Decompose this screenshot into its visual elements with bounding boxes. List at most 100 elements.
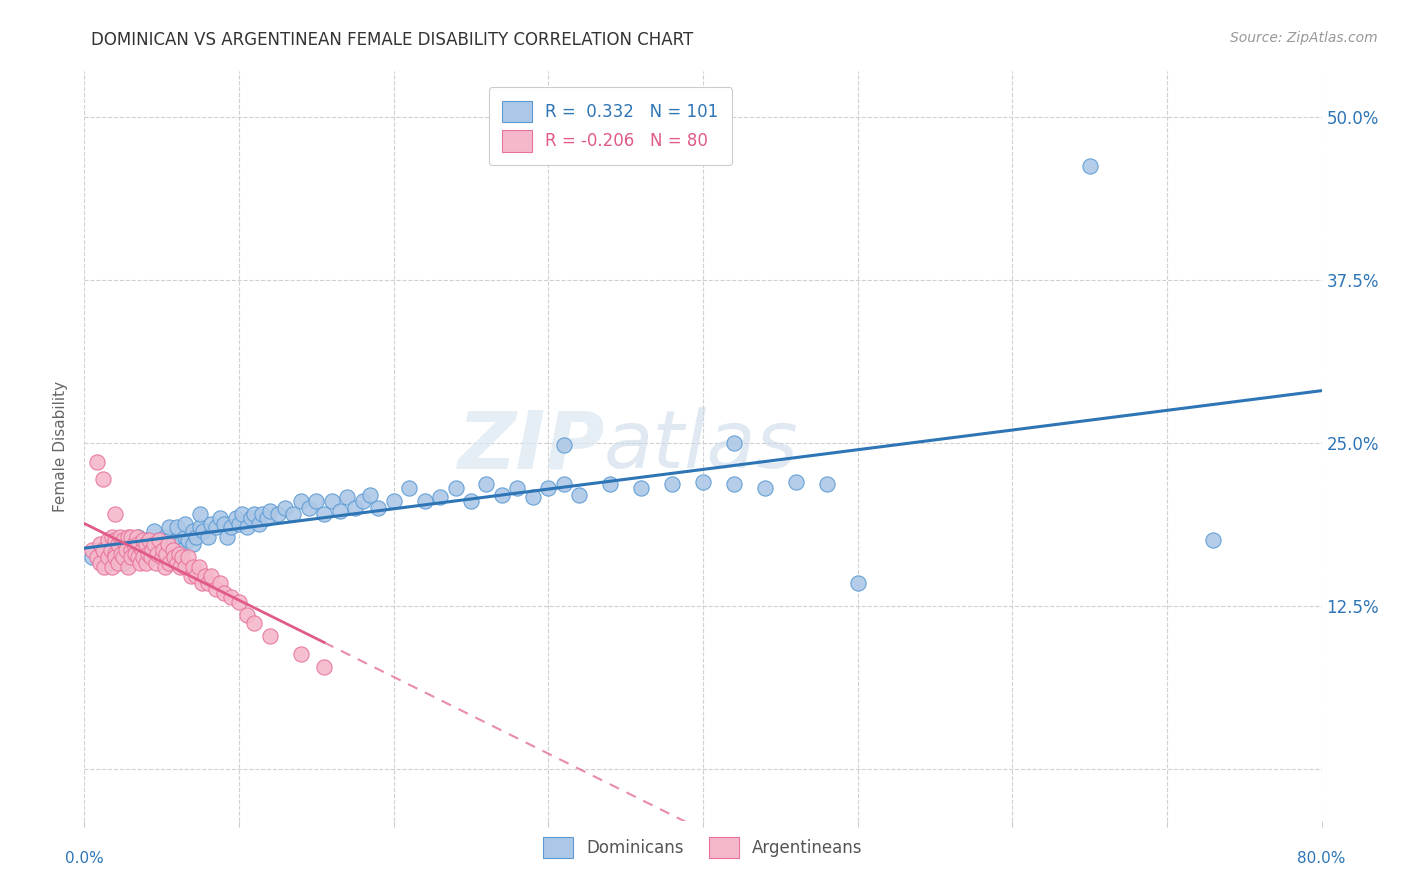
Point xyxy=(167,547,190,561)
Point xyxy=(91,472,114,486)
Point xyxy=(815,477,838,491)
Point xyxy=(200,516,222,531)
Point xyxy=(785,475,807,489)
Point xyxy=(132,533,155,548)
Point xyxy=(281,508,305,522)
Point xyxy=(127,550,149,565)
Point xyxy=(96,550,118,565)
Point xyxy=(166,533,188,548)
Point xyxy=(125,530,148,544)
Point xyxy=(312,508,335,522)
Point xyxy=(107,556,129,570)
Point xyxy=(104,547,127,561)
Point xyxy=(112,550,135,565)
Point xyxy=(163,547,186,561)
Point xyxy=(163,550,186,565)
Point xyxy=(96,556,118,570)
Point xyxy=(599,477,621,491)
Point xyxy=(107,540,129,554)
Point xyxy=(104,508,127,522)
Point xyxy=(131,550,153,565)
Point xyxy=(429,491,451,505)
Point xyxy=(212,516,235,531)
Point xyxy=(93,559,115,574)
Point xyxy=(138,533,160,548)
Point xyxy=(1202,533,1225,548)
Point xyxy=(101,530,124,544)
Point xyxy=(162,542,184,557)
Point xyxy=(127,537,149,551)
Point xyxy=(200,568,222,582)
Point xyxy=(110,547,132,561)
Point xyxy=(101,559,124,574)
Point xyxy=(122,537,145,551)
Point xyxy=(343,500,366,515)
Point xyxy=(240,511,263,525)
Point xyxy=(235,520,259,534)
Point xyxy=(219,590,242,604)
Legend: Dominicans, Argentineans: Dominicans, Argentineans xyxy=(537,830,869,864)
Point xyxy=(290,647,312,661)
Point xyxy=(127,542,149,557)
Point xyxy=(256,511,278,525)
Point xyxy=(188,508,211,522)
Point xyxy=(197,530,219,544)
Point xyxy=(553,438,575,452)
Point xyxy=(159,533,180,548)
Point xyxy=(159,520,180,534)
Point xyxy=(460,494,482,508)
Point xyxy=(193,524,215,539)
Point xyxy=(91,542,114,557)
Point xyxy=(150,550,173,565)
Point xyxy=(661,477,683,491)
Point xyxy=(141,542,163,557)
Point xyxy=(136,547,159,561)
Point xyxy=(120,542,142,557)
Point xyxy=(382,494,405,508)
Point xyxy=(82,550,104,565)
Point xyxy=(155,542,177,557)
Point xyxy=(553,477,575,491)
Point xyxy=(120,530,142,544)
Point xyxy=(174,516,197,531)
Point xyxy=(328,503,352,517)
Point xyxy=(247,516,270,531)
Point xyxy=(153,559,176,574)
Point xyxy=(352,494,374,508)
Point xyxy=(122,550,145,565)
Point xyxy=(228,516,250,531)
Point xyxy=(243,615,266,630)
Y-axis label: Female Disability: Female Disability xyxy=(53,380,69,512)
Point xyxy=(197,576,219,591)
Point xyxy=(156,537,179,551)
Point xyxy=(169,559,191,574)
Text: 0.0%: 0.0% xyxy=(65,851,104,865)
Point xyxy=(143,537,166,551)
Point xyxy=(181,559,204,574)
Point xyxy=(413,494,436,508)
Point xyxy=(184,568,207,582)
Point xyxy=(568,488,591,502)
Point xyxy=(120,550,142,565)
Point xyxy=(228,595,250,609)
Point xyxy=(290,494,312,508)
Point xyxy=(177,533,200,548)
Point xyxy=(143,524,166,539)
Point xyxy=(124,547,146,561)
Point xyxy=(274,500,297,515)
Point xyxy=(143,537,166,551)
Point xyxy=(89,537,111,551)
Point xyxy=(96,533,118,548)
Point xyxy=(184,530,207,544)
Point xyxy=(692,475,714,489)
Point xyxy=(86,455,108,469)
Point xyxy=(129,556,152,570)
Point xyxy=(146,547,169,561)
Point xyxy=(336,491,359,505)
Point xyxy=(723,435,745,450)
Point xyxy=(166,556,188,570)
Point xyxy=(215,530,238,544)
Point xyxy=(170,550,193,565)
Point xyxy=(723,477,745,491)
Text: Source: ZipAtlas.com: Source: ZipAtlas.com xyxy=(1230,31,1378,45)
